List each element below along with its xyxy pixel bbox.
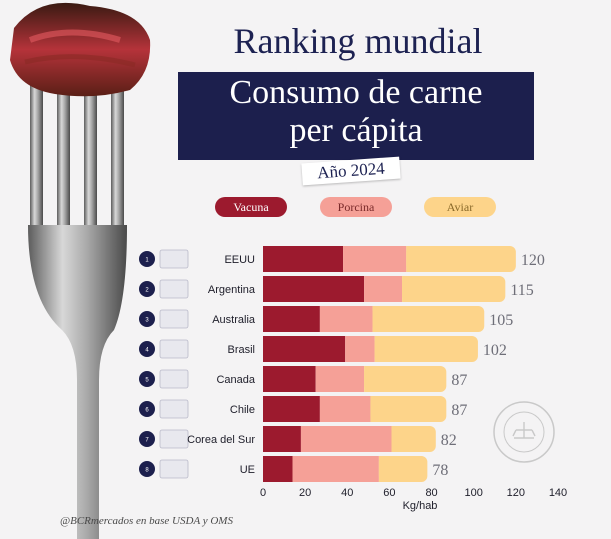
rank-badge	[139, 281, 155, 297]
title-line-2b: per cápita	[289, 112, 423, 149]
bar-segment	[263, 336, 346, 362]
flag-icon	[159, 369, 189, 389]
country-label: Canada	[216, 374, 255, 386]
title-line-1: Ranking mundial	[233, 21, 483, 61]
x-axis-label: Kg/hab	[403, 500, 438, 512]
bar-segment	[263, 456, 293, 482]
bar-segment	[402, 276, 506, 302]
rank-badge	[139, 311, 155, 327]
flag-icon	[159, 309, 189, 329]
legend-porcina: Porcina	[320, 197, 392, 217]
rank-badge	[139, 401, 155, 417]
bolsa-comercio-seal	[493, 401, 555, 463]
bar-segment	[391, 426, 400, 452]
rank-number: 3	[145, 318, 149, 324]
bar-segment	[300, 426, 392, 452]
fork-with-steak-image	[10, 2, 151, 539]
rank-number: 7	[145, 438, 149, 444]
total-label: 82	[441, 432, 457, 449]
flag-icon	[159, 399, 189, 419]
bar-segment	[345, 336, 375, 362]
title-box	[178, 72, 534, 160]
bar-segment	[263, 366, 316, 392]
flag-icon	[159, 429, 189, 449]
title-line-2a: Consumo de carne	[229, 74, 483, 111]
rank-number: 1	[145, 258, 149, 264]
total-label: 78	[432, 462, 448, 479]
bar-segment	[319, 396, 371, 422]
bar-segment	[378, 456, 428, 482]
flag-icon	[159, 249, 189, 269]
bar-segment	[406, 246, 516, 272]
rank-badge	[139, 341, 155, 357]
rank-number: 6	[145, 408, 149, 414]
x-tick-label: 20	[299, 487, 311, 499]
bar-segment	[370, 396, 447, 422]
x-tick-label: 40	[341, 487, 353, 499]
x-tick-label: 100	[465, 487, 483, 499]
bar-segment	[263, 426, 301, 452]
legend-aviar: Aviar	[424, 197, 496, 217]
total-label: 87	[451, 402, 467, 419]
country-label: Brasil	[227, 344, 255, 356]
bar-segment	[263, 246, 344, 272]
total-label: 120	[521, 252, 545, 269]
bar-segment	[263, 276, 365, 302]
x-tick-label: 120	[507, 487, 525, 499]
bar-segment	[391, 426, 436, 452]
rank-badge	[139, 431, 155, 447]
source-note: @BCRmercados en base USDA y OMS	[60, 515, 233, 527]
bar-segment	[364, 366, 447, 392]
country-label: UE	[240, 464, 255, 476]
bar-segment	[370, 396, 379, 422]
bar-segment	[343, 246, 407, 272]
bar-segment	[372, 306, 485, 332]
country-label: Corea del Sur	[187, 434, 255, 446]
flag-icon	[159, 459, 189, 479]
bar-segment	[374, 336, 478, 362]
total-label: 102	[483, 342, 507, 359]
bar-segment	[263, 396, 320, 422]
bar-segment	[378, 456, 387, 482]
bar-segment	[374, 336, 383, 362]
country-label: Australia	[212, 314, 256, 326]
legend-vacuna: Vacuna	[215, 197, 287, 217]
flag-icon	[159, 339, 189, 359]
x-tick-label: 80	[425, 487, 437, 499]
total-label: 115	[510, 282, 533, 299]
rank-number: 5	[145, 378, 149, 384]
bar-segment	[319, 306, 373, 332]
flag-icon	[159, 279, 189, 299]
total-label: 105	[489, 312, 513, 329]
bar-segment	[406, 246, 415, 272]
bar-segment	[372, 306, 381, 332]
country-label: Argentina	[208, 284, 256, 296]
bar-segment	[364, 276, 403, 302]
rank-badge	[139, 461, 155, 477]
rank-number: 4	[145, 348, 149, 354]
country-label: Chile	[230, 404, 255, 416]
bar-segment	[263, 306, 320, 332]
total-label: 87	[451, 372, 467, 389]
title-line-2: Consumo de carne per cápita	[178, 74, 534, 150]
x-tick-label: 140	[549, 487, 567, 499]
x-tick-label: 60	[383, 487, 395, 499]
rank-number: 2	[145, 288, 149, 294]
bar-segment	[402, 276, 411, 302]
bar-segment	[364, 366, 373, 392]
x-tick-label: 0	[260, 487, 266, 499]
bar-segment	[315, 366, 365, 392]
rank-badge	[139, 371, 155, 387]
rank-badge	[139, 251, 155, 267]
rank-number: 8	[145, 468, 149, 474]
country-label: EEUU	[224, 254, 255, 266]
bar-segment	[292, 456, 379, 482]
